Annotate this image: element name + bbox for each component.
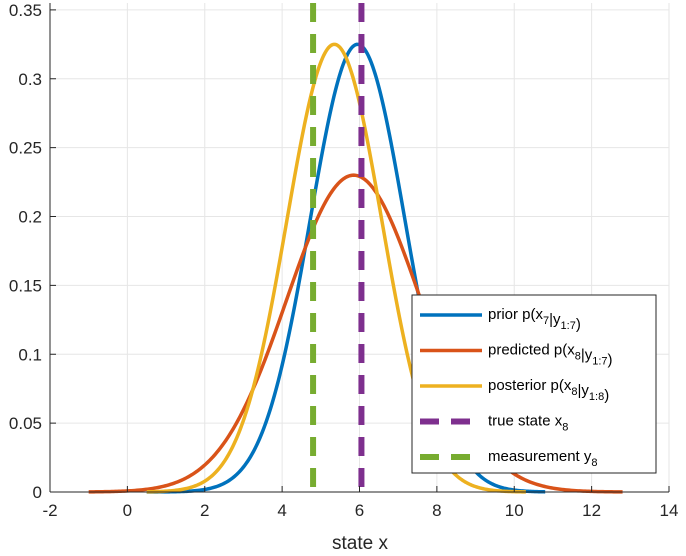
x-tick-label-4: 6 xyxy=(355,501,364,520)
y-tick-label-3: 0.15 xyxy=(9,276,42,295)
y-tick-label-1: 0.05 xyxy=(9,414,42,433)
x-tick-label-8: 14 xyxy=(660,501,679,520)
axes-frame xyxy=(49,3,670,493)
series-line-2 xyxy=(146,42,526,494)
x-tick-label-5: 8 xyxy=(432,501,441,520)
y-tick-label-7: 0.35 xyxy=(9,1,42,20)
y-tick-label-6: 0.3 xyxy=(18,70,42,89)
y-tick-label-0: 0 xyxy=(33,483,42,502)
x-tick-label-0: -2 xyxy=(42,501,57,520)
x-tick-label-7: 12 xyxy=(582,501,601,520)
y-tick-label-2: 0.1 xyxy=(18,345,42,364)
x-axis-label: state x xyxy=(332,533,388,554)
legend-label-0: prior p(x7|y1:7) xyxy=(488,306,581,333)
x-tick-label-6: 10 xyxy=(505,501,524,520)
legend-label-2: posterior p(x8|y1:8) xyxy=(488,377,609,404)
x-tick-label-1: 0 xyxy=(123,501,132,520)
legend-label-3: true state x8 xyxy=(488,413,568,434)
legend: prior p(x7|y1:7) predicted p(x8|y1:7) post… xyxy=(411,294,657,474)
legend-label-1: predicted p(x8|y1:7) xyxy=(488,342,613,369)
y-tick-label-4: 0.2 xyxy=(18,208,42,227)
series-lines xyxy=(88,3,623,494)
legend-box xyxy=(411,294,657,474)
x-tick-label-3: 4 xyxy=(277,501,286,520)
legend-label-4: measurement y8 xyxy=(488,448,598,469)
series-line-1 xyxy=(88,173,623,494)
x-tick-label-2: 2 xyxy=(200,501,209,520)
y-tick-label-5: 0.25 xyxy=(9,139,42,158)
